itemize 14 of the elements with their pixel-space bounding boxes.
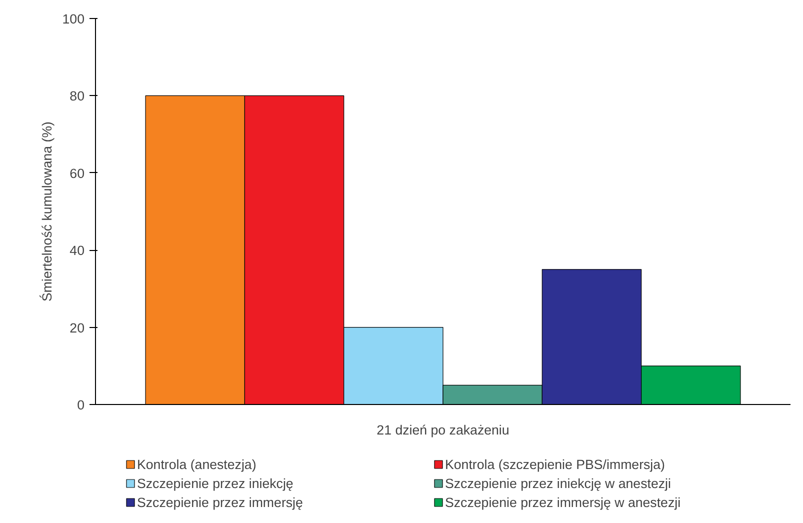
y-tick-label: 20 — [70, 320, 85, 336]
x-tick-label: 21 dzień po zakażeniu — [376, 422, 510, 438]
legend-label: Szczepienie przez immersję w anestezji — [445, 494, 682, 510]
legend-label: Kontrola (anestezja) — [137, 456, 258, 472]
y-axis-title: Śmiertelność kumulowana (%) — [39, 121, 54, 302]
legend-label: Szczepienie przez immersję — [137, 494, 304, 510]
y-tick-label: 0 — [77, 398, 85, 412]
legend-label: Szczepienie przez iniekcję w anestezji — [445, 475, 672, 491]
y-tick-label: 40 — [70, 243, 85, 258]
legend-label: Kontrola (szczepienie PBS/immersja) — [445, 456, 666, 472]
legend-label: Szczepienie przez iniekcję — [137, 475, 294, 491]
y-tick-label: 80 — [70, 88, 85, 104]
y-tick-label: 60 — [70, 166, 85, 181]
y-tick-label: 100 — [62, 12, 85, 26]
